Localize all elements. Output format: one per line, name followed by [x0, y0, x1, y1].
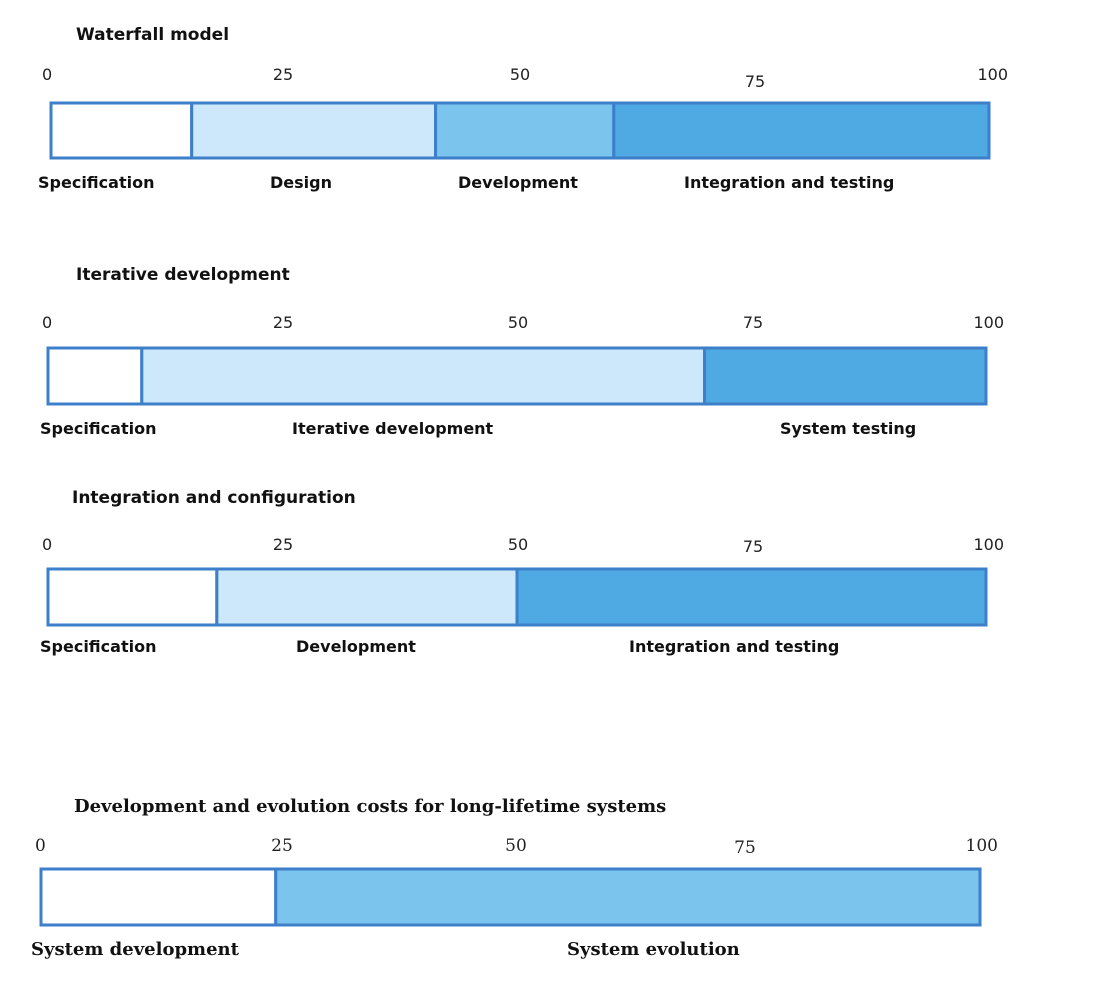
chart-title: Integration and configuration	[72, 488, 356, 508]
tick-label: 100	[973, 313, 1004, 332]
tick-label: 0	[42, 535, 52, 554]
segment-label: Specification	[38, 173, 154, 192]
tick-label: 0	[42, 65, 52, 84]
tick-label: 75	[743, 313, 763, 332]
segment-label: Development	[296, 637, 416, 656]
tick-label: 50	[510, 65, 530, 84]
segment-label: Specification	[40, 637, 156, 656]
chart-title: Iterative development	[76, 265, 290, 285]
segment-label: System evolution	[567, 939, 740, 960]
segment-bar	[49, 101, 194, 160]
segment-label: Integration and testing	[684, 173, 894, 192]
tick-label: 100	[973, 535, 1004, 554]
tick-label: 100	[977, 65, 1008, 84]
segment-bar	[612, 101, 991, 160]
segment-label: Development	[458, 173, 578, 192]
segment-bar	[39, 867, 278, 927]
tick-label: 0	[35, 836, 46, 856]
segment-bar	[46, 346, 144, 406]
chart-title: Waterfall model	[76, 25, 229, 45]
tick-label: 50	[508, 313, 528, 332]
segment-label: Design	[270, 173, 332, 192]
tick-label: 75	[745, 72, 765, 91]
segment-bar	[274, 867, 982, 927]
tick-label: 100	[966, 836, 998, 856]
tick-label: 25	[273, 313, 293, 332]
segment-bar	[515, 567, 988, 627]
segment-bar	[140, 346, 707, 406]
tick-label: 75	[743, 537, 763, 556]
segment-label: System testing	[780, 419, 916, 438]
segment-label: Specification	[40, 419, 156, 438]
tick-label: 50	[508, 535, 528, 554]
segment-bar	[703, 346, 988, 406]
chart-title: Development and evolution costs for long…	[74, 796, 666, 817]
segment-label: Integration and testing	[629, 637, 839, 656]
tick-label: 0	[42, 313, 52, 332]
tick-label: 50	[505, 836, 527, 856]
segment-label: System development	[31, 939, 240, 960]
segment-label: Iterative development	[292, 419, 494, 438]
tick-label: 75	[734, 838, 756, 858]
segment-bar	[46, 567, 219, 627]
tick-label: 25	[273, 535, 293, 554]
tick-label: 25	[271, 836, 293, 856]
segment-bar	[215, 567, 519, 627]
segment-bar	[434, 101, 616, 160]
segment-bar	[190, 101, 438, 160]
tick-label: 25	[273, 65, 293, 84]
